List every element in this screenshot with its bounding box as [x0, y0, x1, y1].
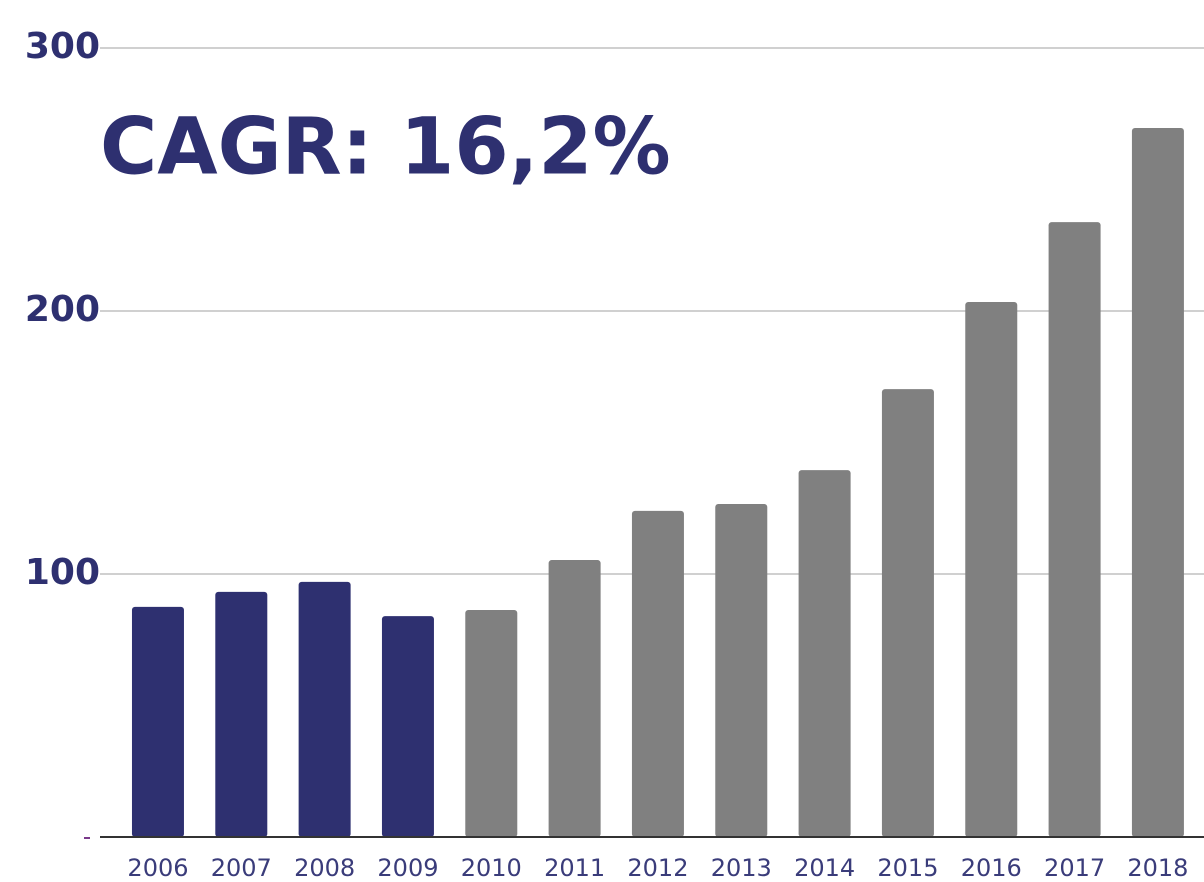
- bar: [715, 504, 768, 837]
- x-tick-label: 2006: [127, 854, 188, 882]
- x-tick-label: 2007: [211, 854, 272, 882]
- x-tick-label: 2012: [627, 854, 688, 882]
- bar: [548, 560, 601, 837]
- y-tick-label: 200: [25, 289, 100, 330]
- bar: [215, 591, 268, 837]
- bar: [381, 616, 434, 837]
- y-tick-label: 100: [25, 552, 100, 593]
- x-tick-label: 2016: [961, 854, 1022, 882]
- annotation: CAGR: 16,2%: [100, 102, 671, 192]
- bar: [1131, 127, 1184, 837]
- bar: [965, 302, 1018, 838]
- bar: [881, 389, 934, 837]
- x-tick-label: 2014: [794, 854, 855, 882]
- x-tick-label: 2018: [1127, 854, 1188, 882]
- bar: [1048, 222, 1101, 837]
- x-tick-label: 2017: [1044, 854, 1105, 882]
- x-tick-label: 2008: [294, 854, 355, 882]
- bar: [298, 581, 351, 837]
- x-tick-label: 2013: [711, 854, 772, 882]
- bar: [465, 610, 518, 837]
- bar: [798, 470, 851, 837]
- bar: [631, 510, 684, 837]
- x-tick-label: 2009: [377, 854, 438, 882]
- x-tick-label: 2010: [461, 854, 522, 882]
- bar: [131, 606, 184, 837]
- x-tick-label: 2015: [877, 854, 938, 882]
- x-tick-label: 2011: [544, 854, 605, 882]
- y-tick-label: 300: [25, 26, 100, 67]
